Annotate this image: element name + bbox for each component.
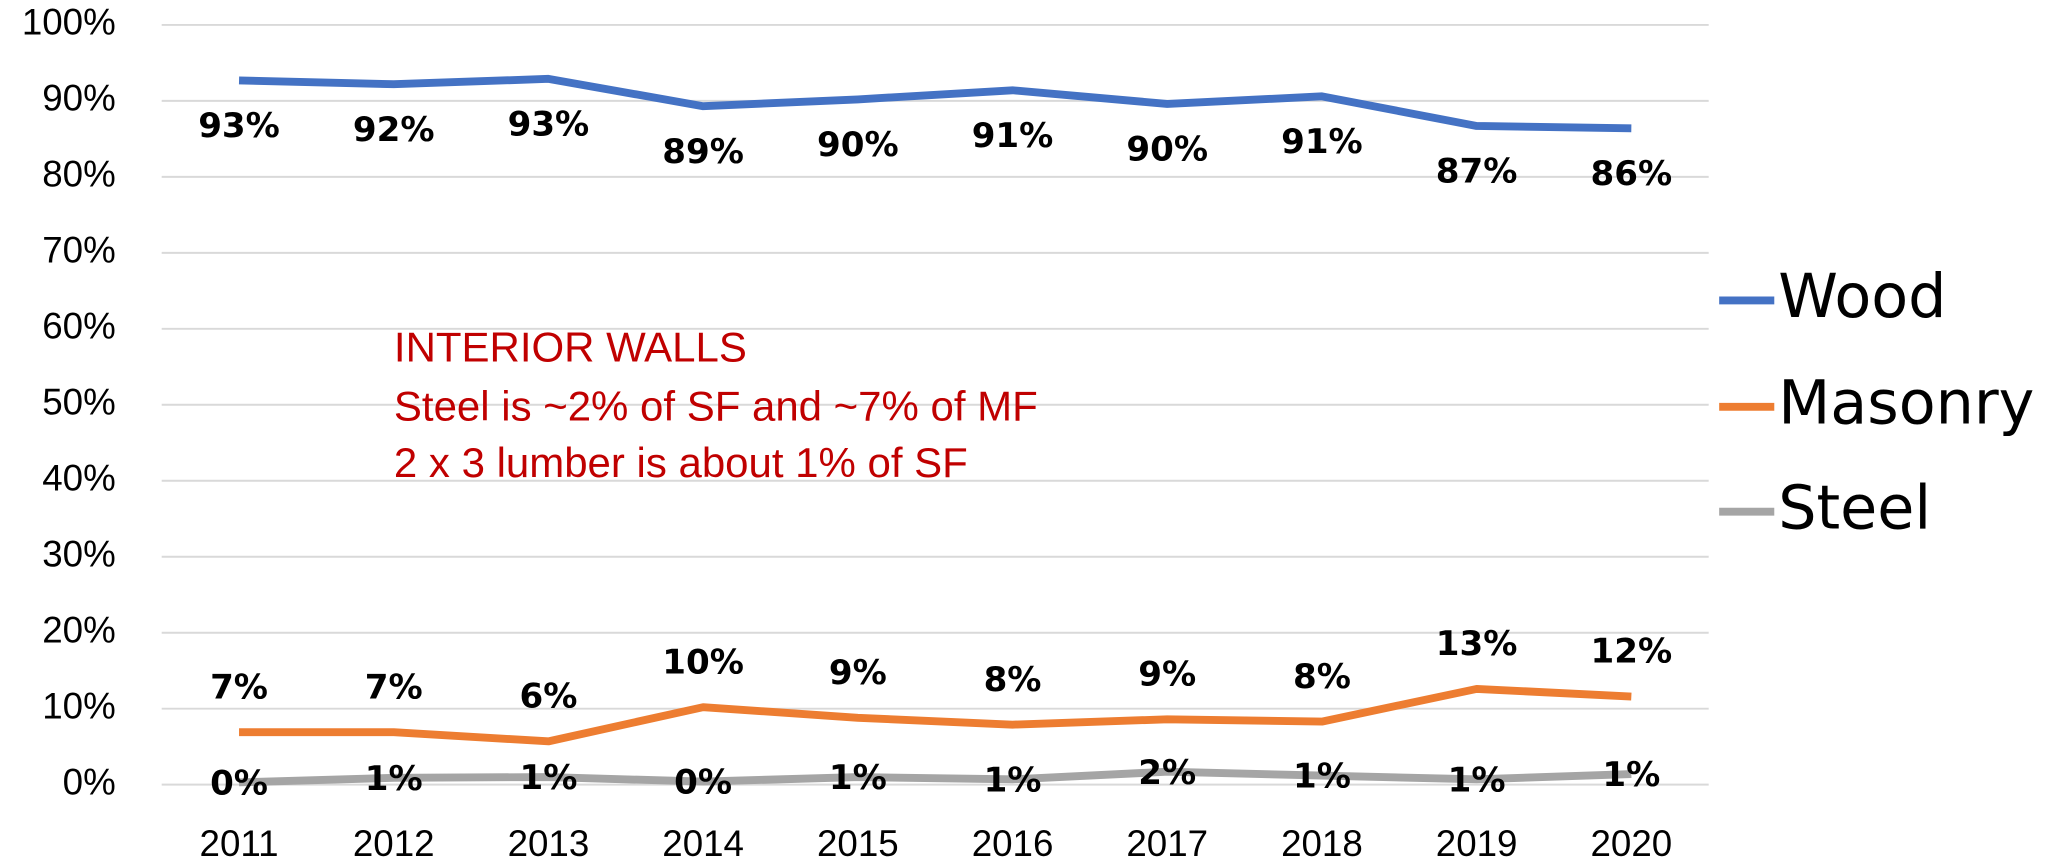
x-tick-label: 2013: [508, 823, 590, 864]
x-tick-label: 2016: [972, 823, 1054, 864]
data-label: 90%: [817, 125, 899, 165]
data-label: 13%: [1436, 624, 1518, 664]
data-label: 6%: [519, 677, 577, 717]
y-tick-label: 100%: [22, 2, 116, 43]
series-line: [238, 767, 1632, 787]
data-label: 1%: [829, 758, 887, 798]
y-tick-label: 80%: [42, 154, 116, 195]
x-tick-label: 2017: [1126, 823, 1208, 864]
data-label: 0%: [210, 763, 268, 803]
data-label: 7%: [365, 667, 423, 707]
data-label: 87%: [1436, 152, 1518, 192]
series-line: [239, 684, 1632, 746]
data-label: 1%: [519, 758, 577, 798]
annotation: INTERIOR WALLS: [394, 323, 747, 370]
data-label: 1%: [1293, 757, 1351, 797]
data-label: 2%: [1138, 753, 1196, 793]
x-tick-label: 2018: [1281, 823, 1363, 864]
data-label: 1%: [1448, 760, 1506, 800]
y-tick-label: 70%: [42, 230, 116, 271]
x-tick-label: 2015: [817, 823, 899, 864]
x-tick-label: 2012: [353, 823, 435, 864]
data-label: 10%: [662, 642, 744, 682]
y-tick-label: 60%: [42, 306, 116, 347]
data-label: 91%: [972, 116, 1054, 156]
legend-label: Steel: [1778, 473, 1931, 543]
data-label: 1%: [365, 759, 423, 799]
y-tick-label: 90%: [42, 78, 116, 119]
data-label: 7%: [210, 667, 268, 707]
data-label: 93%: [508, 105, 590, 145]
data-label: 86%: [1591, 154, 1673, 194]
y-tick-label: 0%: [63, 761, 116, 802]
y-tick-label: 10%: [42, 685, 116, 726]
data-label: 8%: [1293, 657, 1351, 697]
data-label: 8%: [984, 660, 1042, 700]
annotation: 2 x 3 lumber is about 1% of SF: [394, 439, 968, 486]
annotation: Steel is ~2% of SF and ~7% of MF: [394, 382, 1038, 429]
data-label: 9%: [829, 653, 887, 693]
x-tick-label: 2014: [662, 823, 744, 864]
y-tick-label: 40%: [42, 457, 116, 498]
x-tick-label: 2020: [1590, 823, 1672, 864]
data-label: 9%: [1138, 655, 1196, 695]
y-tick-label: 50%: [42, 381, 116, 422]
data-label: 1%: [984, 760, 1042, 800]
legend-label: Masonry: [1778, 368, 2034, 438]
data-label: 0%: [674, 763, 732, 803]
y-tick-label: 30%: [42, 533, 116, 574]
series-line: [238, 74, 1632, 133]
x-tick-label: 2019: [1436, 823, 1518, 864]
legend-label: Wood: [1778, 262, 1946, 332]
data-label: 90%: [1126, 130, 1208, 170]
data-label: 91%: [1281, 122, 1363, 162]
data-label: 1%: [1602, 755, 1660, 795]
data-label: 93%: [198, 106, 280, 146]
data-label: 12%: [1591, 632, 1673, 672]
y-tick-label: 20%: [42, 609, 116, 650]
x-tick-label: 2011: [200, 823, 279, 864]
data-label: 92%: [353, 110, 435, 150]
data-label: 89%: [662, 132, 744, 172]
